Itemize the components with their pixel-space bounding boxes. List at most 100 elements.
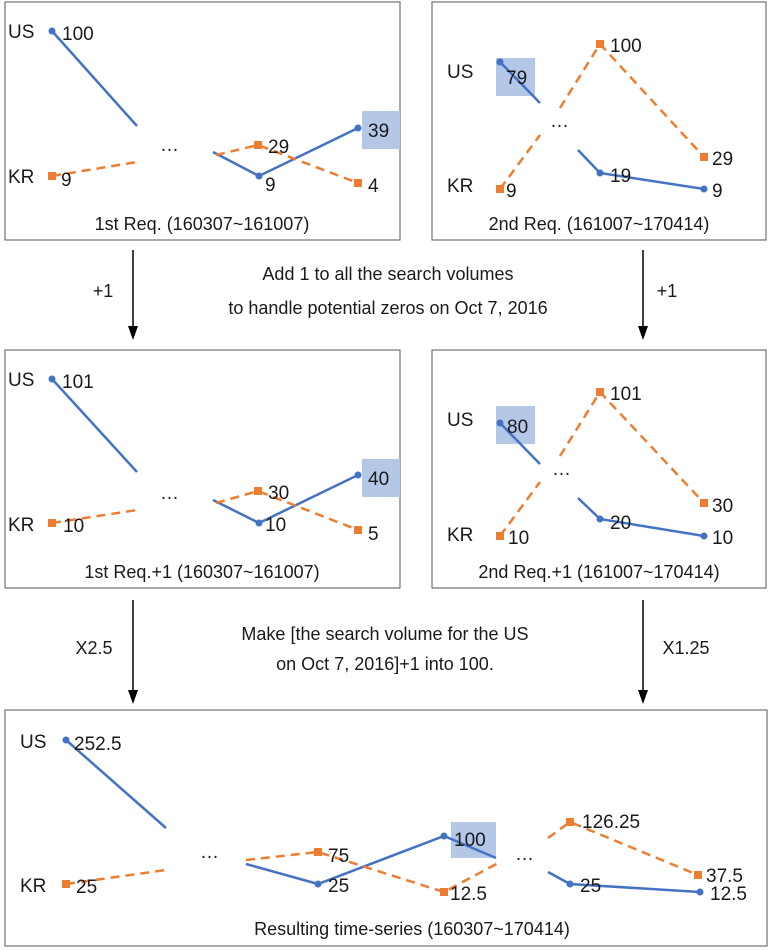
kr-series-line	[498, 134, 542, 190]
us-value-label: 20	[610, 513, 631, 534]
us-series-line	[245, 834, 497, 886]
us-series-line	[65, 739, 167, 829]
arrow-head	[128, 326, 138, 340]
kr-data-point	[596, 388, 604, 396]
panel-caption: Resulting time-series (160307~170414)	[254, 919, 570, 939]
kr-data-point	[566, 818, 574, 826]
kr-data-point	[62, 880, 70, 888]
us-value-label: 9	[265, 175, 276, 196]
step-note-line: Add 1 to all the search volumes	[262, 264, 513, 284]
us-series-line	[499, 422, 541, 465]
step-add-one: +1 +1 Add 1 to all the search volumes to…	[93, 250, 678, 340]
left-operation-label: +1	[93, 281, 114, 301]
kr-value-label: 12.5	[450, 884, 487, 905]
us-value-label: 100	[454, 830, 486, 851]
kr-value-label: 9	[506, 181, 517, 202]
kr-series-label: KR	[447, 525, 473, 546]
us-value-label: 101	[62, 372, 94, 393]
us-series-label: US	[8, 22, 34, 43]
us-series-line	[499, 61, 541, 104]
panel-resulting-time-series: US KR 252.5 25 100 25 12.5 25 75 12.5 12…	[4, 709, 768, 947]
kr-data-point	[48, 172, 56, 180]
gap-ellipsis: …	[160, 483, 179, 504]
panel-frame	[4, 1, 401, 241]
kr-data-point	[496, 185, 504, 193]
us-data-point	[496, 58, 504, 66]
kr-data-point	[254, 141, 262, 149]
gap-ellipsis: …	[515, 844, 534, 865]
step-note-line: on Oct 7, 2016]+1 into 100.	[276, 654, 494, 674]
kr-value-label: 37.5	[706, 866, 743, 887]
us-data-point	[700, 185, 708, 193]
us-value-label: 9	[712, 181, 723, 202]
us-value-label: 12.5	[710, 884, 747, 905]
panel-caption: 2nd Req. (161007~170414)	[489, 214, 710, 234]
us-value-label: 252.5	[74, 734, 122, 755]
kr-value-label: 30	[712, 496, 733, 517]
us-data-point	[255, 172, 263, 180]
us-series-label: US	[8, 370, 34, 391]
kr-value-label: 29	[712, 149, 733, 170]
panel-frame	[431, 349, 767, 589]
highlight-box	[451, 822, 496, 858]
kr-data-point	[48, 519, 56, 527]
kr-value-label: 75	[328, 846, 349, 867]
kr-data-point	[700, 153, 708, 161]
gap-ellipsis: …	[550, 111, 569, 132]
kr-series-label: KR	[8, 167, 34, 188]
kr-value-label: 4	[368, 176, 379, 197]
arrow-head	[128, 690, 138, 704]
arrow-head	[638, 690, 648, 704]
kr-series-label: KR	[20, 876, 46, 897]
kr-data-point	[596, 40, 604, 48]
us-data-point	[566, 880, 574, 888]
kr-data-point	[354, 526, 362, 534]
us-series-label: US	[447, 410, 473, 431]
kr-value-label: 29	[268, 137, 289, 158]
panel-frame	[4, 709, 768, 947]
gap-ellipsis: …	[160, 135, 179, 156]
kr-value-label: 30	[268, 483, 289, 504]
kr-series-line	[65, 868, 167, 886]
us-value-label: 10	[712, 528, 733, 549]
us-series-label: US	[447, 62, 473, 83]
kr-value-label: 101	[610, 384, 642, 405]
us-data-point	[48, 27, 56, 35]
kr-value-label: 9	[61, 170, 72, 191]
us-data-point	[314, 880, 322, 888]
us-value-label: 40	[368, 469, 389, 490]
panel-caption: 2nd Req.+1 (161007~170414)	[478, 562, 719, 582]
kr-value-label: 126.25	[582, 812, 640, 833]
us-data-point	[696, 888, 704, 896]
kr-series-label: KR	[447, 176, 473, 197]
panel-caption: 1st Req.+1 (160307~161007)	[84, 562, 319, 582]
left-operation-label: X2.5	[75, 638, 112, 658]
us-data-point	[354, 124, 362, 132]
gap-ellipsis: …	[552, 459, 571, 480]
us-value-label: 100	[62, 24, 94, 45]
right-operation-label: +1	[657, 281, 678, 301]
kr-value-label: 5	[368, 524, 379, 545]
us-data-point	[496, 419, 504, 427]
gap-ellipsis: …	[200, 842, 219, 863]
right-operation-label: X1.25	[662, 638, 709, 658]
us-value-label: 79	[506, 68, 527, 89]
us-data-point	[596, 515, 604, 523]
highlight-box	[362, 459, 400, 497]
us-data-point	[596, 169, 604, 177]
us-data-point	[440, 832, 448, 840]
us-value-label: 10	[265, 515, 286, 536]
step-scale: X2.5 X1.25 Make [the search volume for t…	[75, 600, 710, 704]
kr-value-label: 10	[508, 528, 529, 549]
us-series-line	[51, 378, 138, 473]
panel-2nd-request-plus-one: US KR 80 20 10 10 101 30 … 2nd Req.+1 (1…	[431, 349, 767, 589]
us-data-point	[354, 471, 362, 479]
kr-value-label: 25	[76, 877, 97, 898]
us-value-label: 39	[368, 121, 389, 142]
us-value-label: 80	[507, 417, 528, 438]
us-value-label: 19	[610, 166, 631, 187]
panel-1st-request: US KR 100 9 39 9 29 4 … 1st Req. (160307…	[4, 1, 401, 241]
us-series-line	[51, 30, 138, 127]
us-data-point	[48, 375, 56, 383]
